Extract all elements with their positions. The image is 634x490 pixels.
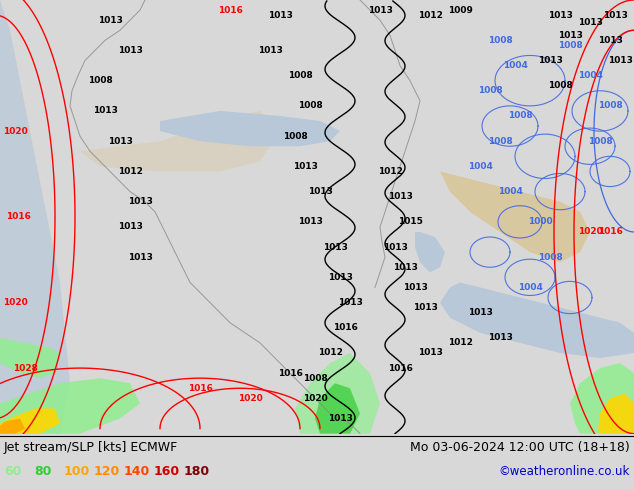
Text: 1008: 1008 [477, 86, 502, 95]
Text: 1013: 1013 [117, 222, 143, 231]
Text: 1013: 1013 [538, 56, 562, 65]
Text: 1013: 1013 [548, 11, 573, 20]
Text: 1020: 1020 [3, 126, 27, 136]
Text: 1008: 1008 [548, 81, 573, 90]
Polygon shape [0, 338, 60, 378]
Text: 1013: 1013 [292, 162, 318, 171]
Text: 1008: 1008 [302, 374, 327, 383]
Text: 140: 140 [124, 466, 150, 478]
Text: 1016: 1016 [387, 364, 413, 372]
Text: 1013: 1013 [368, 5, 392, 15]
Text: 1008: 1008 [558, 41, 583, 50]
Text: 1004: 1004 [467, 162, 493, 171]
Text: 1012: 1012 [318, 348, 342, 358]
Text: 1012: 1012 [378, 167, 403, 176]
Text: 1008: 1008 [288, 71, 313, 80]
Text: 1013: 1013 [268, 11, 292, 20]
Text: 1009: 1009 [448, 5, 472, 15]
Text: 1013: 1013 [307, 187, 332, 196]
Polygon shape [0, 0, 70, 434]
Text: 1013: 1013 [578, 18, 602, 26]
Text: 1013: 1013 [418, 348, 443, 358]
Text: 1013: 1013 [602, 11, 628, 20]
Text: 80: 80 [34, 466, 51, 478]
Text: 1013: 1013 [323, 243, 347, 251]
Text: 1020: 1020 [238, 394, 262, 403]
Polygon shape [415, 232, 445, 272]
Text: 1008: 1008 [87, 76, 112, 85]
Text: 1008: 1008 [598, 101, 623, 110]
Text: 1013: 1013 [403, 283, 427, 292]
Text: 1013: 1013 [488, 333, 512, 343]
Text: 1012: 1012 [117, 167, 143, 176]
Text: 100: 100 [64, 466, 90, 478]
Polygon shape [160, 111, 340, 146]
Text: 1016: 1016 [598, 227, 623, 237]
Polygon shape [80, 111, 280, 172]
Text: 1013: 1013 [328, 414, 353, 423]
Text: 1013: 1013 [598, 36, 623, 45]
Polygon shape [440, 172, 590, 262]
Text: 1004: 1004 [503, 61, 527, 70]
Text: 160: 160 [154, 466, 180, 478]
Polygon shape [0, 418, 25, 434]
Text: 1008: 1008 [588, 137, 612, 146]
Text: 1004: 1004 [498, 187, 522, 196]
Text: 1013: 1013 [93, 106, 117, 116]
Text: 1028: 1028 [13, 364, 37, 372]
Text: 1008: 1008 [488, 36, 512, 45]
Text: 1013: 1013 [108, 137, 133, 146]
Polygon shape [570, 363, 634, 434]
Text: 180: 180 [184, 466, 210, 478]
Text: 1013: 1013 [557, 31, 583, 40]
Text: 1016: 1016 [188, 384, 212, 393]
Text: 1012: 1012 [418, 11, 443, 20]
Text: 1020: 1020 [578, 227, 602, 237]
Text: 1013: 1013 [297, 218, 323, 226]
Text: 1008: 1008 [488, 137, 512, 146]
Text: 1013: 1013 [117, 46, 143, 55]
Polygon shape [0, 409, 60, 434]
Polygon shape [598, 393, 634, 434]
Text: 1016: 1016 [217, 5, 242, 15]
Text: 1020: 1020 [3, 298, 27, 307]
Text: ©weatheronline.co.uk: ©weatheronline.co.uk [498, 466, 630, 478]
Text: 1013: 1013 [328, 273, 353, 282]
Text: 1012: 1012 [448, 339, 472, 347]
Polygon shape [295, 353, 380, 434]
Text: 1013: 1013 [337, 298, 363, 307]
Text: 1000: 1000 [527, 218, 552, 226]
Text: 1020: 1020 [302, 394, 327, 403]
Text: 1013: 1013 [98, 16, 122, 24]
Text: 1013: 1013 [127, 197, 152, 206]
Text: 1013: 1013 [382, 243, 408, 251]
Text: 1013: 1013 [392, 263, 417, 272]
Text: 1013: 1013 [257, 46, 282, 55]
Text: 1016: 1016 [333, 323, 358, 332]
Text: 1015: 1015 [398, 218, 422, 226]
Text: 60: 60 [4, 466, 22, 478]
Text: 1013: 1013 [467, 308, 493, 317]
Text: 1008: 1008 [508, 112, 533, 121]
Polygon shape [0, 378, 140, 434]
Text: 1004: 1004 [517, 283, 543, 292]
Text: 1013: 1013 [413, 303, 437, 312]
Text: Mo 03-06-2024 12:00 UTC (18+18): Mo 03-06-2024 12:00 UTC (18+18) [410, 441, 630, 454]
Text: 1008: 1008 [297, 101, 322, 110]
Text: Jet stream/SLP [kts] ECMWF: Jet stream/SLP [kts] ECMWF [4, 441, 178, 454]
Text: 1016: 1016 [6, 212, 30, 221]
Polygon shape [440, 282, 634, 358]
Text: 1008: 1008 [283, 132, 307, 141]
Text: 1013: 1013 [127, 253, 152, 262]
Text: 1013: 1013 [387, 192, 413, 201]
Text: 1004: 1004 [578, 71, 602, 80]
Text: 1016: 1016 [278, 368, 302, 378]
Text: 120: 120 [94, 466, 120, 478]
Text: 1013: 1013 [607, 56, 633, 65]
Text: 1008: 1008 [538, 253, 562, 262]
Polygon shape [315, 383, 360, 434]
